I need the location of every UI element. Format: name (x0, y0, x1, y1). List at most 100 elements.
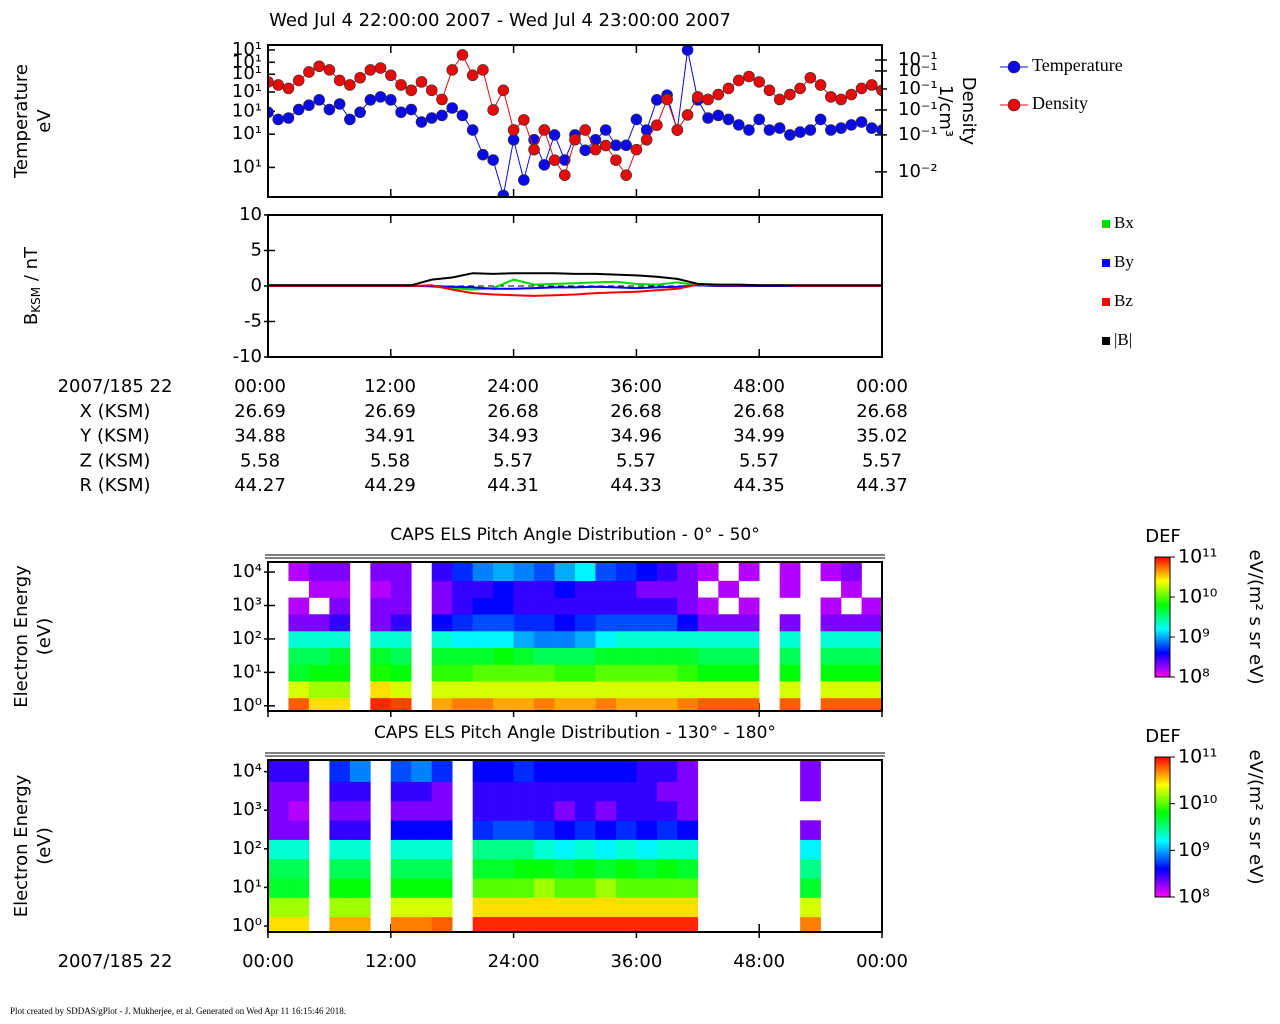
y2-tick-label: 10⁻¹ (898, 124, 938, 145)
heatmap-cell (677, 839, 699, 860)
heatmap-cell (595, 664, 617, 682)
heatmap-cell (472, 878, 494, 898)
y2-tick-label: 10⁻¹ (898, 60, 938, 81)
heatmap-cell (841, 630, 862, 648)
legend-marker (1007, 60, 1021, 74)
heatmap-cell (390, 614, 412, 632)
colorbar-title: DEF (1145, 526, 1181, 547)
heatmap-cell (820, 647, 842, 665)
heatmap-cell (493, 760, 514, 783)
heatmap-cell (575, 664, 596, 682)
data-point (538, 159, 551, 171)
colorbar-tick-label: 10⁹ (1178, 626, 1210, 648)
heatmap-cell (718, 664, 740, 682)
heatmap-cell (370, 697, 392, 711)
heatmap-cell (411, 760, 433, 783)
heatmap-cell (841, 647, 862, 665)
heatmap-cell (390, 781, 412, 802)
ephemeris-time: 00:00 (234, 376, 286, 397)
heatmap-cell (534, 760, 555, 783)
heatmap-cell (656, 580, 678, 598)
heatmap-cell (493, 562, 514, 582)
heatmap-cell (472, 801, 494, 821)
heatmap-cell (534, 839, 555, 860)
heatmap-cell (472, 597, 494, 615)
data-point (268, 106, 274, 119)
y-tick-label: 10¹ (232, 39, 262, 60)
heatmap-cell (472, 760, 494, 783)
y-tick-label: -10 (233, 346, 262, 367)
legend-label: Temperature (1032, 55, 1123, 75)
panel-title: CAPS ELS Pitch Angle Distribution - 0° -… (390, 525, 759, 545)
heatmap-cell (636, 614, 658, 632)
heatmap-cell (595, 781, 617, 802)
heatmap-cell (390, 858, 412, 879)
data-point (323, 103, 336, 116)
heatmap-cell (513, 781, 535, 802)
heatmap-cell (329, 647, 351, 665)
heatmap-cell (493, 597, 514, 615)
data-point (364, 64, 377, 76)
heatmap-cell (329, 916, 351, 932)
y-axis-label: Electron Energy (11, 774, 32, 917)
heatmap-cell (268, 878, 289, 898)
y-axis-label: Electron Energy (11, 565, 32, 708)
x-tick-label: 00:00 (242, 951, 294, 972)
heatmap-cell (656, 760, 678, 783)
y-tick-label: 10¹ (232, 100, 262, 121)
heatmap-cell (534, 858, 555, 879)
legend-swatch (1102, 298, 1110, 306)
ephemeris-value: 26.69 (234, 401, 286, 422)
heatmap-cell (493, 647, 514, 665)
colorbar-label: eV/(m² s sr eV) (1245, 750, 1266, 885)
heatmap-cell (615, 562, 637, 582)
y-tick-label: 10¹ (232, 123, 262, 144)
y-tick-label: 10¹ (232, 661, 262, 682)
heatmap-cell (697, 630, 719, 648)
heatmap-cell (472, 858, 494, 879)
data-point (303, 66, 315, 78)
heatmap-cell (390, 647, 412, 665)
y-axis-label: (eV) (34, 827, 55, 864)
data-point (354, 106, 366, 119)
heatmap-cell (779, 580, 801, 598)
heatmap-cell (329, 839, 351, 860)
data-point (466, 69, 479, 82)
heatmap-cell (677, 647, 699, 665)
heatmap-cell (493, 781, 514, 802)
data-point (477, 148, 489, 161)
heatmap-cell (288, 630, 310, 648)
heatmap-cell (288, 897, 310, 918)
y-axis-label: BKSM / nT (21, 246, 43, 325)
data-point (865, 122, 878, 134)
data-point (282, 112, 295, 124)
data-point (415, 116, 428, 128)
heatmap-cell (575, 614, 596, 632)
heatmap-cell (554, 597, 576, 615)
ephemeris-time: 12:00 (364, 376, 416, 397)
data-point (784, 129, 796, 141)
y-tick-label: 10⁰ (232, 695, 262, 716)
data-point (671, 124, 684, 136)
heatmap-cell (636, 760, 658, 783)
data-point (773, 93, 786, 106)
heatmap-cell (452, 580, 473, 598)
data-point (497, 84, 510, 97)
data-area (268, 272, 882, 297)
heatmap-cell (656, 781, 678, 802)
x-tick-label: 00:00 (856, 951, 908, 972)
heatmap-cell (800, 820, 821, 840)
heatmap-cell (595, 614, 617, 632)
heatmap-cell (534, 562, 555, 582)
heatmap-cell (268, 839, 289, 860)
heatmap-cell (718, 681, 740, 699)
heatmap-cell (534, 580, 555, 598)
heatmap-cell (575, 801, 596, 821)
heatmap-cell (554, 858, 576, 879)
heatmap-cell (452, 597, 473, 615)
heatmap-cell (636, 839, 658, 860)
heatmap-cell (738, 664, 760, 682)
ephemeris-row-label: R (KSM) (79, 475, 150, 496)
heatmap-cell (636, 820, 658, 840)
